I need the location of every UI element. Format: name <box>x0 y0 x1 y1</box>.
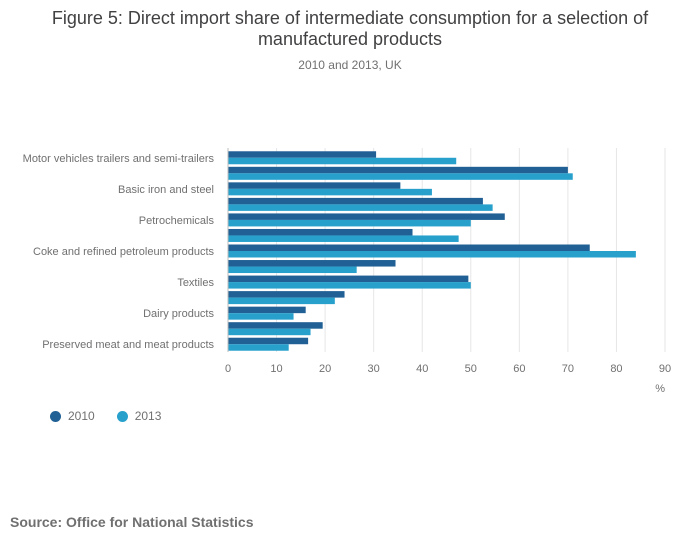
bar-2010 <box>228 337 309 345</box>
bar-2013 <box>228 188 432 196</box>
bar-2010 <box>228 260 396 267</box>
x-tick-label: 30 <box>368 363 380 375</box>
bar-2013 <box>228 297 335 305</box>
bar-2010 <box>228 228 413 236</box>
y-tick-label: Coke and refined petroleum products <box>33 246 214 258</box>
x-axis-label: % <box>655 383 665 395</box>
legend-item-2010[interactable]: 2010 <box>50 409 95 423</box>
y-tick-label: Textiles <box>177 277 214 289</box>
bar-2013 <box>228 173 573 180</box>
bar-2010 <box>228 166 568 174</box>
y-tick-label: Dairy products <box>143 308 214 320</box>
legend-label-2013: 2013 <box>134 409 162 423</box>
x-tick-label: 60 <box>513 363 525 375</box>
bar-2010 <box>228 151 377 158</box>
x-tick-label: 20 <box>319 363 331 375</box>
y-tick-label: Motor vehicles trailers and semi-trailer… <box>23 153 215 165</box>
bar-2010 <box>228 213 505 220</box>
bar-2013 <box>228 328 311 336</box>
bar-2013 <box>228 235 459 242</box>
y-tick-label: Basic iron and steel <box>118 184 214 196</box>
bar-2013 <box>228 282 471 289</box>
x-tick-label: 0 <box>225 363 231 375</box>
x-tick-label: 50 <box>465 363 477 375</box>
bar-2010 <box>228 244 590 251</box>
bar-2010 <box>228 182 401 189</box>
y-tick-label: Preserved meat and meat products <box>42 339 214 351</box>
bar-2013 <box>228 313 294 320</box>
x-tick-label: 40 <box>416 363 428 375</box>
x-tick-label: 10 <box>270 363 282 375</box>
bar-2010 <box>228 291 345 298</box>
y-tick-label: Petrochemicals <box>139 215 215 227</box>
bar-2013 <box>228 157 457 165</box>
x-tick-label: 80 <box>610 363 622 375</box>
bar-2013 <box>228 204 493 211</box>
bar-2010 <box>228 197 483 205</box>
x-tick-label: 90 <box>659 363 671 375</box>
legend-dot-2013 <box>116 410 128 422</box>
source-note: Source: Office for National Statistics <box>10 514 254 530</box>
bar-2013 <box>228 344 289 351</box>
bar-2013 <box>228 251 636 258</box>
legend-dot-2010 <box>50 410 61 422</box>
legend-item-2013[interactable]: 2013 <box>116 409 162 423</box>
legend-label-2010: 2010 <box>68 409 95 423</box>
chart-subtitle: 2010 and 2013, UK <box>298 58 402 72</box>
bar-2010 <box>228 306 306 314</box>
chart-legend: 2010 2013 <box>50 409 183 423</box>
bar-2010 <box>228 275 469 283</box>
x-tick-label: 70 <box>562 363 574 375</box>
bar-2013 <box>228 266 357 274</box>
bar-2010 <box>228 322 323 329</box>
bar-2013 <box>228 219 471 227</box>
chart-title: Figure 5: Direct import share of interme… <box>51 8 649 49</box>
